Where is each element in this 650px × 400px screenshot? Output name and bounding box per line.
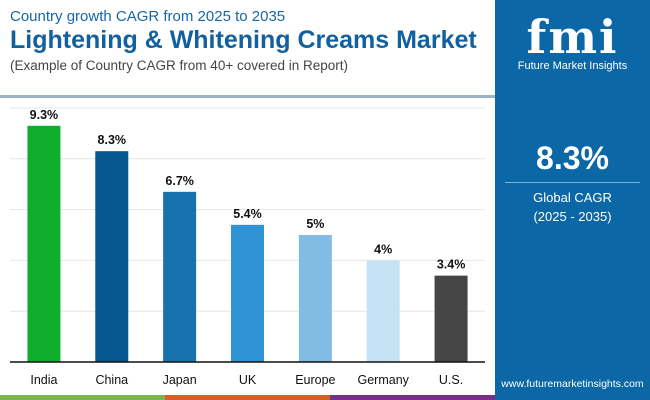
global-cagr-value: 8.3% xyxy=(536,140,609,176)
bar-europe xyxy=(298,235,332,362)
data-label: 8.3% xyxy=(98,133,127,147)
x-tick-label: China xyxy=(95,373,128,387)
divider xyxy=(0,95,495,98)
bar-us xyxy=(434,275,468,362)
divider xyxy=(505,182,640,183)
x-tick-label: Japan xyxy=(163,373,197,387)
data-label: 4% xyxy=(374,242,392,256)
bar-chart: 9.3% India 8.3% China 6.7% Japan 5.4% UK 5% Europ… xyxy=(10,107,485,387)
chart-title: Lightening & Whitening Creams Market xyxy=(10,26,477,54)
data-label: 6.7% xyxy=(165,174,194,188)
chart-note: (Example of Country CAGR from 40+ covere… xyxy=(10,58,349,73)
global-cagr-label: Global CAGR (2025 - 2035) xyxy=(495,188,650,226)
data-label: 5.4% xyxy=(233,207,262,221)
brand-name: Future Market Insights xyxy=(517,60,628,72)
fmi-logo: fmi xyxy=(526,10,619,64)
x-tick-label: Europe xyxy=(295,373,335,387)
bar-germany xyxy=(366,260,400,362)
label: Global CAGR xyxy=(533,190,612,205)
stripe-purple xyxy=(330,395,495,400)
data-label: 9.3% xyxy=(30,108,59,122)
bar-uk xyxy=(231,224,264,362)
chart-subtitle: Country growth CAGR from 2025 to 2035 xyxy=(10,8,286,25)
stripe-orange xyxy=(165,395,330,400)
x-tick-label: UK xyxy=(239,373,257,387)
data-label: 3.4% xyxy=(437,258,466,272)
bar-japan xyxy=(163,191,197,362)
x-tick-label: U.S. xyxy=(439,373,463,387)
side-panel: fmi Future Market Insights 8.3% Global C… xyxy=(495,0,650,400)
stripe-green xyxy=(0,395,165,400)
website-link[interactable]: www.futuremarketinsights.com xyxy=(501,378,644,390)
x-tick-label: India xyxy=(30,373,57,387)
data-label: 5% xyxy=(306,217,324,231)
period: (2025 - 2035) xyxy=(533,209,612,224)
bar-china xyxy=(95,151,129,362)
bar-india xyxy=(27,125,61,362)
x-tick-label: Germany xyxy=(358,373,410,387)
